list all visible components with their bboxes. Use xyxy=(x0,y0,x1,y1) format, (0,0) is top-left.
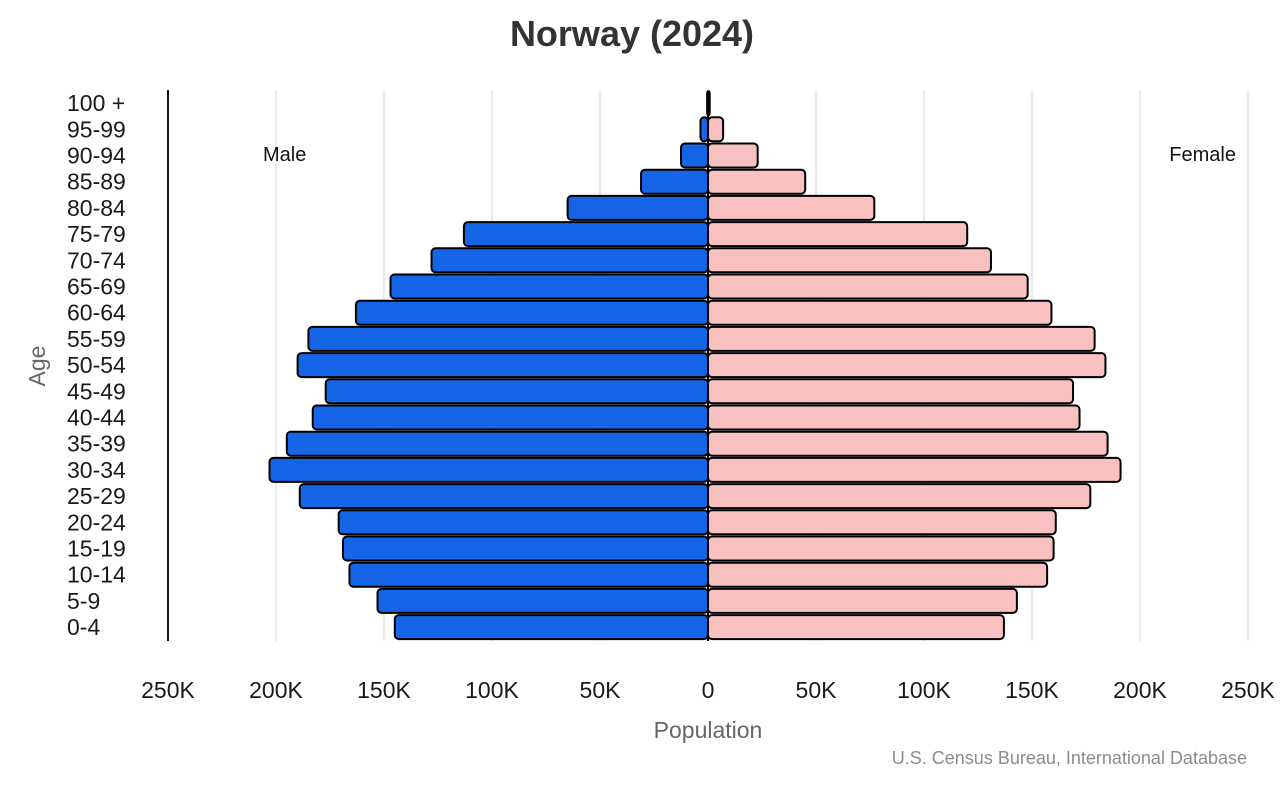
chart-title: Norway (2024) xyxy=(510,13,754,54)
age-label: 75-79 xyxy=(67,221,126,247)
age-label: 100 + xyxy=(67,90,125,116)
female-bar xyxy=(707,587,1018,614)
female-bar xyxy=(707,483,1092,510)
male-bar xyxy=(285,430,709,457)
female-bar xyxy=(707,456,1122,483)
female-bar xyxy=(707,614,1005,641)
male-bar xyxy=(393,614,709,641)
male-bar xyxy=(311,404,709,431)
x-tick-labels: 250K 200K 150K 100K 50K 0 50K 100K 150K 200K 250K xyxy=(141,677,1275,703)
male-bar xyxy=(430,247,709,274)
male-bar xyxy=(376,587,709,614)
age-label: 60-64 xyxy=(67,300,126,326)
female-bar xyxy=(707,299,1053,326)
age-label: 50-54 xyxy=(67,352,126,378)
female-bar xyxy=(707,325,1096,352)
x-tick-label: 250K xyxy=(1221,677,1275,703)
female-bar xyxy=(707,561,1049,588)
male-bar xyxy=(337,509,709,536)
x-tick-label: 100K xyxy=(465,677,519,703)
age-label: 55-59 xyxy=(67,326,126,352)
x-tick-label: 250K xyxy=(141,677,195,703)
x-tick-label: 150K xyxy=(1005,677,1059,703)
female-bar xyxy=(707,430,1109,457)
y-axis-title: Age xyxy=(24,346,50,387)
age-label: 35-39 xyxy=(67,431,126,457)
male-bar xyxy=(341,535,709,562)
male-label: Male xyxy=(263,144,306,166)
age-label: 5-9 xyxy=(67,588,100,614)
age-label: 80-84 xyxy=(67,195,126,221)
x-tick-label: 0 xyxy=(702,677,715,703)
bars xyxy=(268,90,1122,641)
male-bar xyxy=(298,483,709,510)
x-tick-label: 100K xyxy=(897,677,951,703)
age-label: 0-4 xyxy=(67,614,100,640)
female-bar xyxy=(707,116,725,143)
male-bar xyxy=(324,378,709,405)
female-bar xyxy=(707,404,1081,431)
female-bar xyxy=(707,378,1075,405)
x-tick-label: 50K xyxy=(580,677,622,703)
x-tick-label: 150K xyxy=(357,677,411,703)
age-label: 45-49 xyxy=(67,378,126,404)
female-bar xyxy=(707,273,1029,300)
age-label: 20-24 xyxy=(67,509,126,535)
source-note: U.S. Census Bureau, International Databa… xyxy=(892,748,1247,768)
male-bar xyxy=(680,142,709,169)
age-label: 25-29 xyxy=(67,483,126,509)
female-bar xyxy=(707,168,807,195)
male-bar xyxy=(699,116,710,143)
x-tick-label: 50K xyxy=(796,677,838,703)
male-bar xyxy=(566,194,709,221)
age-label: 95-99 xyxy=(67,116,126,142)
female-bar xyxy=(707,535,1055,562)
x-tick-label: 200K xyxy=(249,677,303,703)
age-labels: 100 +95-9990-9485-8980-8475-7970-7465-69… xyxy=(67,90,126,640)
male-bar xyxy=(389,273,709,300)
age-label: 65-69 xyxy=(67,274,126,300)
male-bar xyxy=(268,456,709,483)
male-bar xyxy=(640,168,709,195)
male-bar xyxy=(307,325,709,352)
male-bar xyxy=(348,561,709,588)
age-label: 30-34 xyxy=(67,457,126,483)
age-label: 10-14 xyxy=(67,562,126,588)
age-label: 90-94 xyxy=(67,143,126,169)
female-bar xyxy=(707,247,992,274)
x-tick-label: 200K xyxy=(1113,677,1167,703)
female-bar xyxy=(707,509,1057,536)
female-bar xyxy=(707,221,969,248)
female-bar xyxy=(707,142,759,169)
male-bar xyxy=(462,221,710,248)
male-bar xyxy=(354,299,709,326)
age-label: 85-89 xyxy=(67,169,126,195)
female-label: Female xyxy=(1169,144,1236,166)
age-label: 40-44 xyxy=(67,405,126,431)
age-label: 15-19 xyxy=(67,536,126,562)
female-bar xyxy=(707,352,1107,379)
x-axis-title: Population xyxy=(654,717,763,743)
age-label: 70-74 xyxy=(67,247,126,273)
male-bar xyxy=(296,352,709,379)
female-bar xyxy=(707,194,876,221)
